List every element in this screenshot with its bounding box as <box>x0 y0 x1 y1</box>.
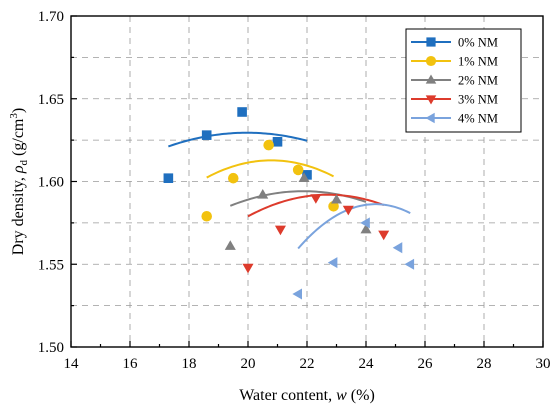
data-point <box>237 107 247 117</box>
fit-curve-4 <box>297 203 411 250</box>
data-point <box>298 172 310 183</box>
y-tick-label: 1.60 <box>38 175 64 191</box>
y-tick-label: 1.55 <box>38 257 64 273</box>
y-tick-label: 1.70 <box>38 9 64 25</box>
legend-label: 0% NM <box>458 36 498 50</box>
y-axis-title-close: ) <box>10 108 27 113</box>
legend-label: 4% NM <box>458 112 498 126</box>
x-axis-title: Water content, w (%) <box>239 387 375 404</box>
data-point <box>328 201 339 212</box>
data-point <box>330 193 343 204</box>
legend-marker <box>425 55 437 67</box>
data-point <box>360 223 372 234</box>
axis-titles: Water content, w (%) Dry density, ρd (g/c… <box>8 108 375 404</box>
legend-marker <box>426 37 436 47</box>
data-point <box>342 205 354 216</box>
fit-curve-1 <box>206 159 335 179</box>
data-point <box>360 217 370 229</box>
y-axis-title-symbol: ρ <box>10 165 27 174</box>
x-tick-label: 18 <box>182 356 197 372</box>
y-axis-title-text: Dry density, <box>10 173 27 255</box>
x-axis-title-unit: (%) <box>347 387 375 404</box>
x-tick-label: 22 <box>300 356 315 372</box>
legend-marker <box>425 74 437 84</box>
data-point <box>378 230 390 241</box>
data-point <box>227 172 239 184</box>
x-tick-label: 16 <box>123 356 139 372</box>
axis-ticks: 14 16 18 20 22 24 26 28 30 1.50 1.55 1.60 1.65 1.70 <box>38 9 550 372</box>
y-axis-title: Dry density, ρd (g/cm3) <box>8 108 30 255</box>
x-tick-label: 28 <box>477 356 492 372</box>
fit-curve-0 <box>168 131 308 148</box>
legend-marker <box>425 95 437 105</box>
data-point <box>310 194 322 204</box>
data-point <box>272 136 283 147</box>
x-axis-title-symbol: w <box>336 387 347 404</box>
data-points <box>163 107 415 300</box>
y-tick-label: 1.65 <box>38 92 64 108</box>
x-axis-title-text: Water content, <box>239 387 336 404</box>
data-point <box>292 164 304 176</box>
data-point <box>242 263 254 274</box>
x-tick-label: 20 <box>241 356 256 372</box>
legend-marker <box>425 112 435 124</box>
legend-label: 1% NM <box>458 55 498 69</box>
y-axis-title-subscript: d <box>18 159 30 165</box>
legend-label: 3% NM <box>458 93 498 107</box>
x-tick-label: 30 <box>536 356 550 372</box>
y-tick-label: 1.50 <box>38 340 64 356</box>
data-point <box>327 257 338 269</box>
data-point <box>163 173 174 183</box>
data-point <box>257 188 269 199</box>
data-point <box>224 240 236 250</box>
x-tick-label: 24 <box>359 356 375 372</box>
data-point <box>201 210 212 222</box>
data-point <box>404 258 415 270</box>
data-point <box>302 170 312 180</box>
data-point <box>392 242 403 254</box>
data-point <box>201 130 212 140</box>
data-point <box>274 225 286 236</box>
legend: 0% NM 1% NM 2% NM 3% NM 4% NM <box>405 28 522 133</box>
y-axis-title-superscript: 3 <box>8 113 20 119</box>
data-point <box>263 139 274 151</box>
y-axis-title-unit: (g/cm <box>10 118 27 160</box>
data-point <box>292 288 302 300</box>
x-tick-label: 26 <box>418 356 434 372</box>
fit-curves <box>168 131 411 250</box>
legend-label: 2% NM <box>458 74 498 88</box>
x-tick-label: 14 <box>64 356 80 372</box>
